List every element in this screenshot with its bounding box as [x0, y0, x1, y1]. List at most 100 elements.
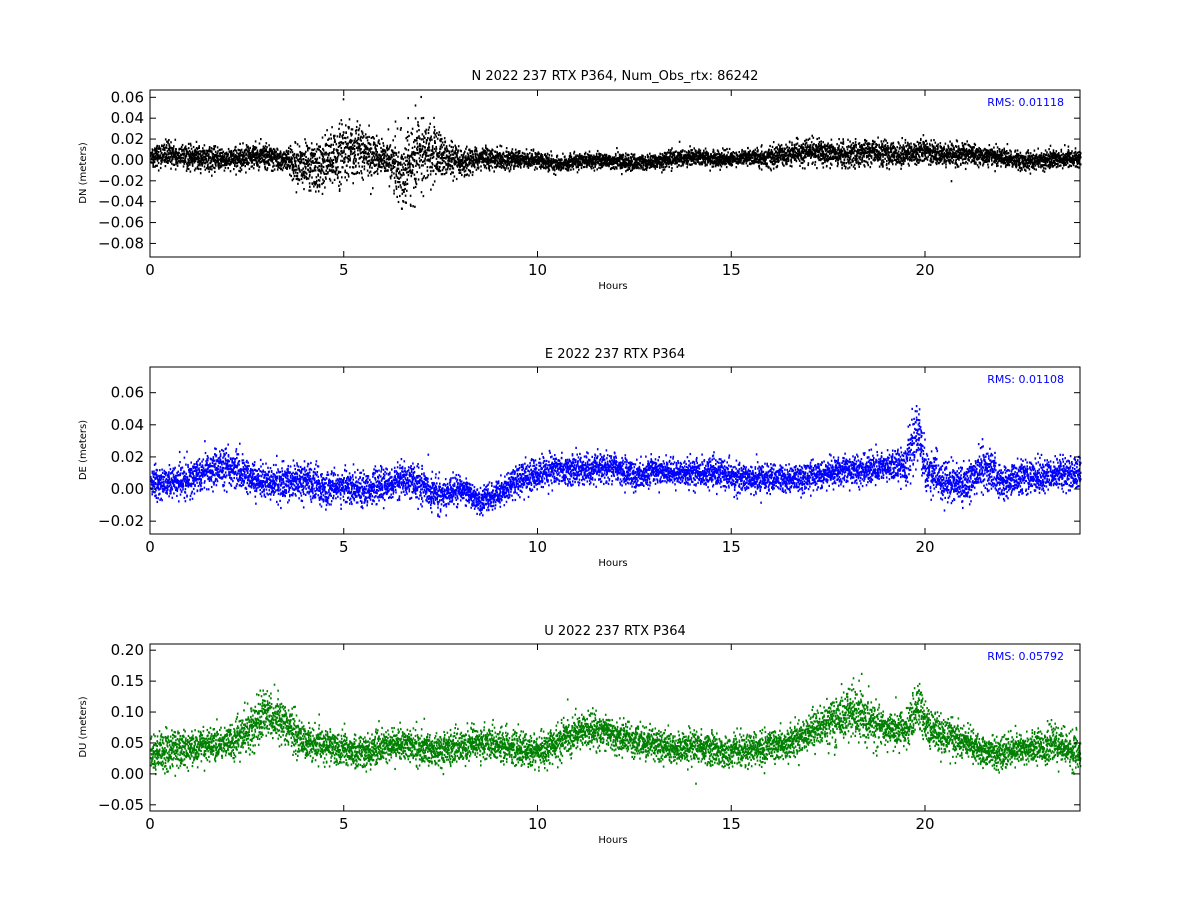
data-point [319, 170, 322, 173]
data-point [415, 159, 418, 162]
data-point [499, 144, 501, 147]
data-point [203, 165, 206, 168]
data-point [378, 160, 380, 163]
data-point [511, 160, 514, 164]
data-point [156, 152, 159, 156]
data-point [424, 146, 426, 149]
data-point [401, 174, 403, 177]
data-point [342, 159, 344, 162]
data-point [427, 148, 429, 151]
data-point [159, 155, 161, 158]
data-point [615, 157, 618, 160]
data-point [330, 159, 332, 162]
data-point [699, 157, 702, 160]
data-point [439, 150, 441, 153]
data-point [220, 160, 222, 163]
data-point [652, 154, 655, 157]
data-point [286, 163, 288, 166]
data-point [363, 135, 365, 138]
data-point [370, 136, 373, 139]
data-point [465, 160, 467, 163]
data-point [380, 160, 383, 163]
data-point [642, 154, 644, 158]
data-point [445, 145, 448, 148]
data-point [714, 156, 716, 159]
data-point [695, 162, 697, 165]
data-point [256, 150, 259, 153]
data-point [392, 166, 394, 170]
data-point [417, 178, 420, 181]
data-point [340, 159, 342, 162]
data-point [327, 156, 329, 159]
data-point [503, 163, 505, 166]
data-point [271, 160, 273, 163]
data-point [225, 163, 228, 166]
data-point [472, 156, 475, 159]
data-point [414, 104, 417, 107]
data-point [532, 148, 535, 151]
data-point [662, 163, 665, 166]
data-point [567, 167, 570, 171]
data-point [361, 160, 364, 163]
data-point [374, 144, 377, 147]
data-point [347, 142, 349, 145]
data-point [389, 144, 392, 147]
data-point [268, 144, 270, 147]
data-point [285, 154, 288, 157]
data-point [597, 162, 599, 165]
data-point [167, 141, 169, 144]
data-point [307, 177, 310, 180]
data-point [467, 164, 469, 167]
data-point [156, 155, 159, 158]
data-point [242, 158, 245, 161]
data-point [184, 146, 186, 149]
data-point [496, 155, 498, 158]
data-point [363, 161, 366, 164]
data-point [187, 151, 189, 154]
data-point [726, 147, 728, 151]
data-point [472, 160, 474, 164]
data-point [203, 159, 205, 162]
data-point [354, 141, 357, 144]
data-point [407, 171, 409, 174]
data-point [394, 120, 397, 123]
data-point [334, 138, 336, 141]
data-point [479, 160, 481, 163]
data-point [606, 160, 609, 163]
data-point [577, 154, 579, 157]
data-point [279, 161, 281, 164]
data-point [275, 159, 278, 162]
data-point [542, 156, 544, 159]
data-point [459, 163, 461, 166]
data-point [573, 156, 575, 159]
data-point [385, 158, 388, 161]
data-point [165, 161, 168, 164]
data-point [432, 169, 435, 172]
data-point [463, 167, 465, 170]
data-point [283, 158, 286, 161]
data-point [378, 139, 380, 142]
data-point [373, 152, 376, 155]
data-point [328, 137, 330, 140]
data-point [285, 149, 288, 152]
data-point [513, 164, 515, 167]
data-point [405, 201, 407, 204]
data-point [390, 156, 392, 159]
data-point [520, 163, 523, 166]
data-point [715, 154, 717, 157]
data-point [270, 154, 272, 157]
data-point [211, 168, 213, 171]
data-point [211, 174, 213, 177]
data-point [471, 156, 473, 159]
data-point [644, 165, 647, 168]
data-point [496, 160, 499, 163]
data-point [199, 150, 201, 153]
data-point [215, 153, 218, 156]
data-point [208, 146, 211, 149]
data-point [482, 153, 484, 156]
data-point [153, 152, 155, 156]
data-point [722, 147, 724, 150]
data-point [519, 150, 521, 153]
data-point [366, 147, 369, 150]
data-point [583, 162, 586, 165]
